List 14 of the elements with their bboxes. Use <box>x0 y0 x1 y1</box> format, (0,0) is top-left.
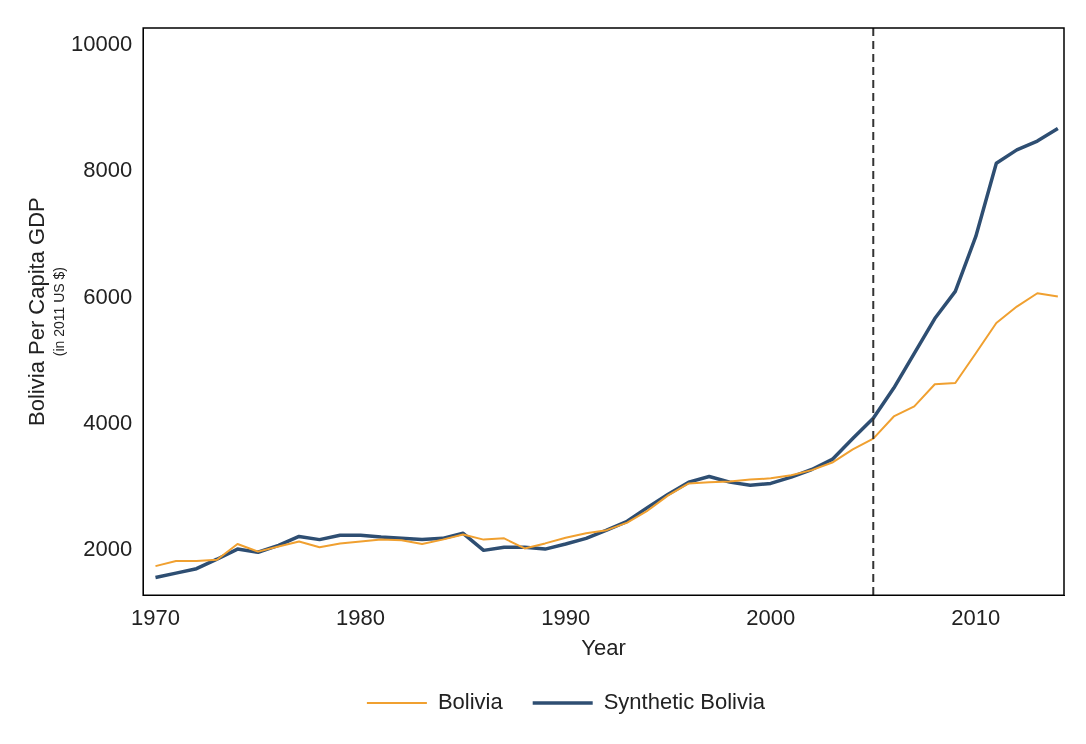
legend-label: Synthetic Bolivia <box>603 689 766 715</box>
x-axis-title: Year <box>581 634 626 660</box>
y-tick-label: 4000 <box>83 410 133 436</box>
x-tick-label: 1990 <box>541 605 591 631</box>
y-tick-label: 8000 <box>83 157 133 183</box>
x-tick-label: 1980 <box>336 605 386 631</box>
legend-label: Bolivia <box>437 689 504 715</box>
y-tick-label: 10000 <box>70 31 133 57</box>
x-tick-label: 1970 <box>131 605 180 631</box>
x-tick-label: 2010 <box>951 605 1001 631</box>
x-tick-label: 2000 <box>746 605 796 631</box>
y-tick-label: 6000 <box>83 283 133 309</box>
y-tick-label: 2000 <box>83 536 133 562</box>
y-axis-title: Bolivia Per Capita GDP (in 2011 US $) <box>24 197 67 426</box>
